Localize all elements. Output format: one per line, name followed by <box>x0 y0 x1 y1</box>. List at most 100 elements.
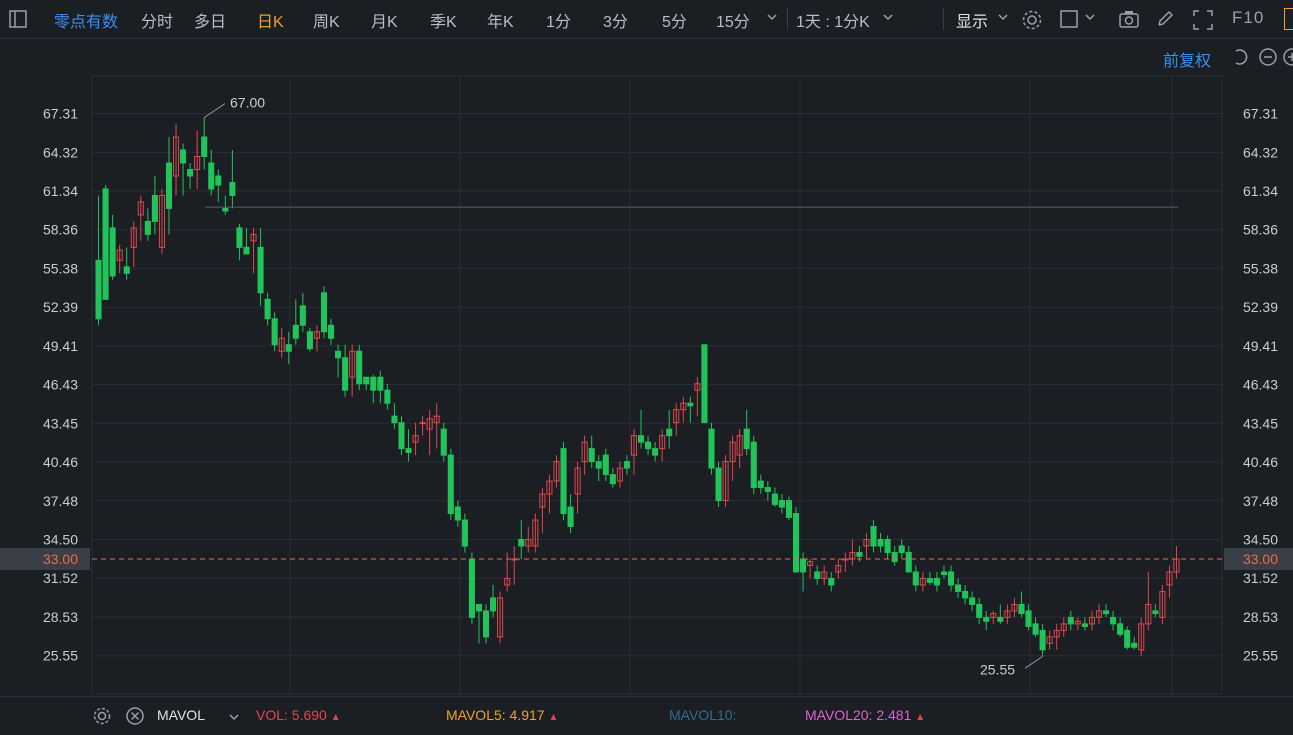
candle-body <box>1117 623 1124 635</box>
candle-body <box>616 467 623 482</box>
candle-body <box>384 389 391 404</box>
settings-gear-icon[interactable] <box>92 706 112 726</box>
candle-body <box>891 551 898 563</box>
undo-icon[interactable] <box>1230 47 1250 67</box>
candle-body <box>482 610 490 638</box>
tab-3[interactable]: 日K <box>257 14 284 31</box>
y-tick-label-right: 67.31 <box>1243 106 1278 122</box>
y-tick-label-left: 58.36 <box>43 222 78 238</box>
y-tick-label-left: 28.53 <box>43 609 78 625</box>
chevron-down-icon[interactable] <box>1084 10 1104 30</box>
side-panel-tab[interactable] <box>1284 8 1293 30</box>
candle-body <box>539 493 546 508</box>
candle-body <box>433 415 440 424</box>
candle-body <box>1046 636 1053 644</box>
zoom-in-icon[interactable] <box>1282 47 1293 67</box>
y-tick-label-left: 37.48 <box>43 493 78 509</box>
candle-body <box>715 467 722 502</box>
candle-body <box>969 597 976 605</box>
tab-9[interactable]: 3分 <box>603 14 628 31</box>
close-icon[interactable] <box>125 706 145 726</box>
candle-body <box>461 519 468 547</box>
candlestick-chart[interactable]: 67.31 67.31 64.32 64.32 61.34 61.34 58.36 58.36… <box>0 38 1293 696</box>
candle-body <box>637 435 645 443</box>
candle-body <box>1095 610 1103 618</box>
candle-body <box>1032 623 1039 635</box>
f10-button[interactable]: F10 <box>1232 8 1265 27</box>
candle-body <box>1110 616 1117 625</box>
candle-body <box>912 571 919 586</box>
y-tick-label-left: 64.32 <box>43 144 78 160</box>
current-price-tag-left <box>0 547 90 570</box>
candle-body <box>926 577 933 583</box>
chevron-down-icon[interactable] <box>882 10 902 30</box>
tab-10[interactable]: 5分 <box>662 14 687 31</box>
y-tick-label-right: 40.46 <box>1243 454 1278 470</box>
candle-body <box>553 461 560 482</box>
candle-body <box>130 227 137 248</box>
y-tick-label-right: 64.32 <box>1243 144 1278 160</box>
tab-4[interactable]: 周K <box>313 14 340 31</box>
adjust-mode-button[interactable]: 前复权 <box>1162 53 1211 70</box>
candle-body <box>102 188 109 300</box>
mavol10-value: MAVOL10: <box>669 707 737 723</box>
current-price-label-right: 33.00 <box>1243 551 1278 567</box>
checkbox-icon[interactable] <box>1059 9 1079 29</box>
candle-body <box>983 616 990 622</box>
tab-5[interactable]: 月K <box>371 14 398 31</box>
indicator-bar: MAVOL VOL: 5.690 ▲ MAVOL5: 4.917 ▲ MAVOL… <box>0 696 1293 735</box>
candle-body <box>666 428 673 437</box>
candle-body <box>1004 610 1011 618</box>
y-tick-label-left: 67.31 <box>43 106 78 122</box>
candle-body <box>1011 603 1018 612</box>
candle-body <box>1152 610 1159 615</box>
tab-2[interactable]: 多日 <box>194 14 227 31</box>
candle-body <box>440 428 447 456</box>
pencil-icon[interactable] <box>1155 9 1175 29</box>
candle-body <box>877 539 884 547</box>
tab-0[interactable]: 零点有数 <box>54 14 119 31</box>
candle-body <box>645 441 652 450</box>
tab-7[interactable]: 年K <box>487 14 514 31</box>
y-tick-label-left: 61.34 <box>43 183 78 199</box>
chevron-down-icon[interactable] <box>997 10 1017 30</box>
period-select[interactable]: 1天 : 1分K <box>796 14 870 31</box>
tab-11[interactable]: 15分 <box>716 14 750 31</box>
chevron-down-icon[interactable] <box>766 10 786 30</box>
candle-body <box>729 441 736 463</box>
tab-1[interactable]: 分时 <box>141 14 174 31</box>
tab-6[interactable]: 季K <box>430 14 457 31</box>
display-menu[interactable]: 显示 <box>956 14 989 31</box>
sidebar-toggle-icon[interactable] <box>8 9 28 29</box>
candle-body <box>342 357 349 391</box>
y-tick-label-right: 37.48 <box>1243 493 1278 509</box>
y-tick-label-right: 43.45 <box>1243 415 1278 431</box>
candle-body <box>236 227 243 248</box>
candle-body <box>609 474 616 485</box>
settings-gear-icon[interactable] <box>1021 9 1042 30</box>
candle-body <box>370 376 377 391</box>
candle-body <box>708 428 715 469</box>
candle-body <box>856 551 863 557</box>
camera-icon[interactable] <box>1118 9 1139 29</box>
zoom-out-icon[interactable] <box>1258 47 1278 67</box>
y-tick-label-right: 25.55 <box>1243 648 1278 664</box>
candle-body <box>116 249 123 261</box>
candle-body <box>673 409 680 424</box>
candle-body <box>567 506 574 528</box>
y-tick-label-left: 25.55 <box>43 648 78 664</box>
candle-body <box>229 181 236 196</box>
y-tick-label-left: 49.41 <box>43 338 78 354</box>
candle-body <box>1088 616 1095 625</box>
candle-body <box>757 480 764 489</box>
candle-body <box>1124 629 1131 648</box>
candle-body <box>109 227 116 277</box>
fullscreen-icon[interactable] <box>1192 9 1213 30</box>
y-tick-label-right: 52.39 <box>1243 299 1278 315</box>
chevron-down-icon[interactable] <box>228 710 248 730</box>
candle-body <box>630 435 638 456</box>
y-tick-label-right: 34.50 <box>1243 532 1278 548</box>
tab-8[interactable]: 1分 <box>546 14 571 31</box>
y-tick-label-right: 55.38 <box>1243 260 1278 276</box>
candle-body <box>285 344 292 352</box>
